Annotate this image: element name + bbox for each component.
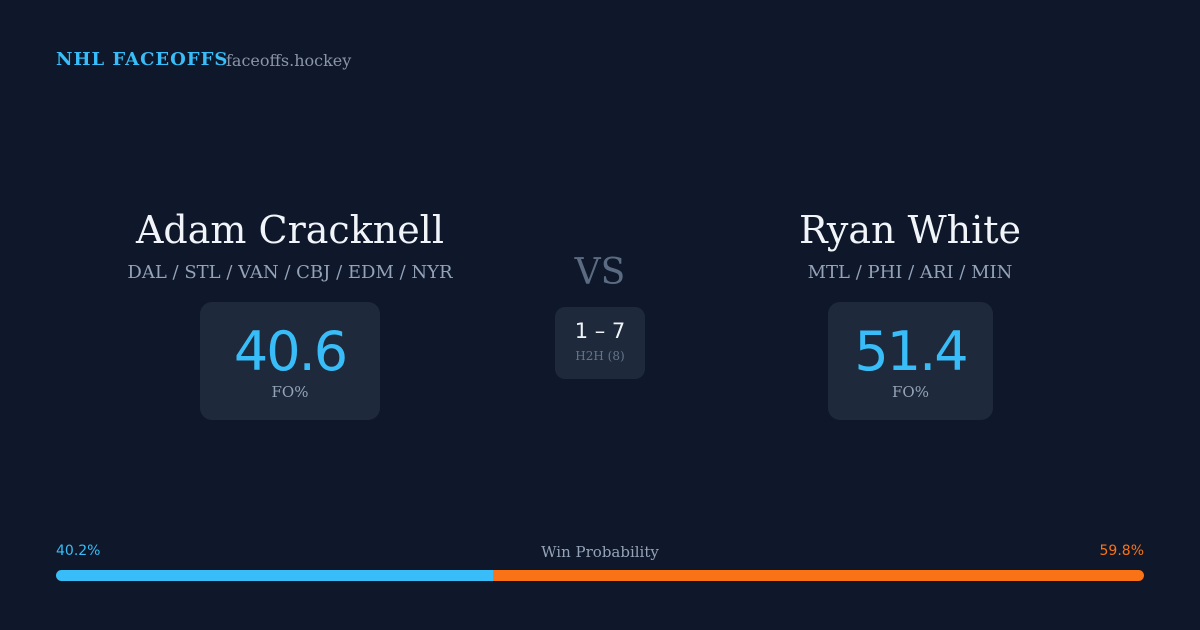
player-name: Adam Cracknell (135, 208, 444, 252)
h2h-box: 1 – 7 H2H (8) (555, 307, 645, 379)
h2h-count: H2H (8) (575, 349, 625, 363)
fo-box: 51.4 FO% (828, 302, 993, 420)
fo-label: FO% (271, 383, 309, 401)
win-left-label: 40.2% (56, 543, 101, 559)
player-teams: DAL / STL / VAN / CBJ / EDM / NYR (127, 262, 453, 283)
h2h-record: 1 – 7 (574, 319, 626, 343)
site: faceoffs.hockey (226, 51, 352, 70)
win-segment (56, 570, 494, 581)
fo-box: 40.6 FO% (200, 302, 380, 420)
win-right-label: 59.8% (1099, 543, 1144, 559)
win-segment (493, 570, 1144, 581)
player-name: Ryan White (798, 208, 1022, 252)
player-teams: MTL / PHI / ARI / MIN (807, 262, 1013, 283)
vs: VS (574, 252, 626, 293)
win-title: Win Probability (541, 543, 659, 561)
fo-label: FO% (892, 383, 929, 401)
brand: NHL FACEOFFS (56, 49, 229, 70)
fo-value: 51.4 (854, 320, 968, 383)
win-bar (56, 570, 1144, 581)
fo-value: 40.6 (233, 320, 348, 383)
